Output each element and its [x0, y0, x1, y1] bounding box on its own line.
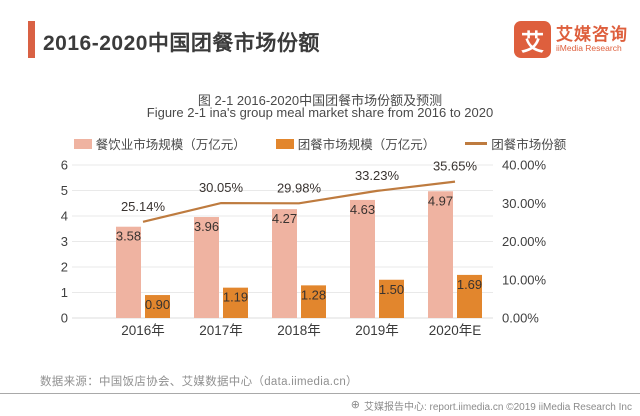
logo-name-en: iiMedia Research [556, 42, 622, 53]
globe-icon: ⊕ [350, 399, 360, 411]
svg-text:2016年: 2016年 [121, 323, 165, 338]
svg-text:5: 5 [61, 183, 68, 198]
svg-text:3: 3 [61, 234, 68, 249]
legend-line-swatch [465, 142, 488, 145]
iimedia-logo-icon: 艾 [514, 21, 551, 58]
legend-label: 餐饮业市场规模（万亿元） [95, 138, 246, 152]
footer-text: 艾媒报告中心: report.iimedia.cn ©2019 iiMedia … [363, 402, 632, 413]
svg-text:2017年: 2017年 [199, 323, 243, 338]
svg-text:30.00%: 30.00% [502, 196, 547, 211]
footer: ⊕ 艾媒报告中心: report.iimedia.cn ©2019 iiMedi… [350, 398, 632, 414]
svg-text:1.19: 1.19 [223, 290, 248, 305]
svg-text:20.00%: 20.00% [502, 234, 547, 249]
svg-text:1.28: 1.28 [301, 287, 326, 302]
title-accent-bar [28, 21, 35, 58]
iimedia-logo-text: 艾媒咨询 iiMedia Research [556, 26, 628, 53]
chart-legend: 餐饮业市场规模（万亿元） 团餐市场规模（万亿元） 团餐市场份额 [0, 134, 640, 153]
svg-text:1.69: 1.69 [457, 277, 482, 292]
legend-box-swatch [73, 138, 92, 149]
svg-text:4: 4 [61, 209, 68, 224]
logo-name-cn: 艾媒咨询 [556, 25, 628, 45]
svg-text:30.05%: 30.05% [199, 180, 244, 195]
svg-text:2018年: 2018年 [277, 323, 321, 338]
legend-label: 团餐市场份额 [491, 138, 567, 152]
svg-text:3.58: 3.58 [116, 229, 141, 244]
svg-text:2019年: 2019年 [355, 323, 399, 338]
page-title: 2016-2020中国团餐市场份额 [43, 32, 320, 55]
iimedia-logo: 艾 艾媒咨询 iiMedia Research [514, 21, 628, 58]
legend-item-2: 团餐市场规模（万亿元） [275, 134, 436, 153]
legend-item-3: 团餐市场份额 [465, 134, 566, 153]
svg-text:0.00%: 0.00% [502, 311, 539, 326]
chart-title: 图 2-1 2016-2020中国团餐市场份额及预测 [197, 93, 443, 108]
svg-text:4.97: 4.97 [428, 193, 453, 208]
svg-text:1: 1 [61, 285, 68, 300]
svg-text:3.96: 3.96 [194, 219, 219, 234]
svg-text:10.00%: 10.00% [502, 272, 547, 287]
svg-text:0.90: 0.90 [145, 297, 170, 312]
svg-text:0: 0 [61, 311, 68, 326]
svg-text:4.63: 4.63 [350, 202, 375, 217]
footer-divider [0, 393, 640, 394]
chart-subtitle: Figure 2-1 ina's group meal market share… [146, 105, 494, 120]
svg-text:35.65%: 35.65% [433, 159, 478, 174]
svg-text:25.14%: 25.14% [121, 199, 166, 214]
svg-text:2: 2 [61, 260, 68, 275]
svg-text:6: 6 [61, 158, 68, 173]
legend-box-swatch [275, 138, 294, 149]
svg-text:33.23%: 33.23% [355, 168, 400, 183]
svg-text:29.98%: 29.98% [277, 180, 322, 195]
svg-text:4.27: 4.27 [272, 211, 297, 226]
svg-text:40.00%: 40.00% [502, 158, 547, 173]
legend-label: 团餐市场规模（万亿元） [297, 138, 436, 152]
svg-text:2020年E: 2020年E [429, 323, 482, 338]
chart-canvas: 0 1 2 3 4 5 6 0.00% 10.00% 20.00% 30.00% 40.00% 3.58… [61, 158, 547, 339]
svg-text:1.50: 1.50 [379, 282, 404, 297]
data-source-note: 数据来源：中国饭店协会、艾媒数据中心（data.iimedia.cn） [40, 376, 358, 388]
legend-item-1: 餐饮业市场规模（万亿元） [73, 134, 246, 153]
